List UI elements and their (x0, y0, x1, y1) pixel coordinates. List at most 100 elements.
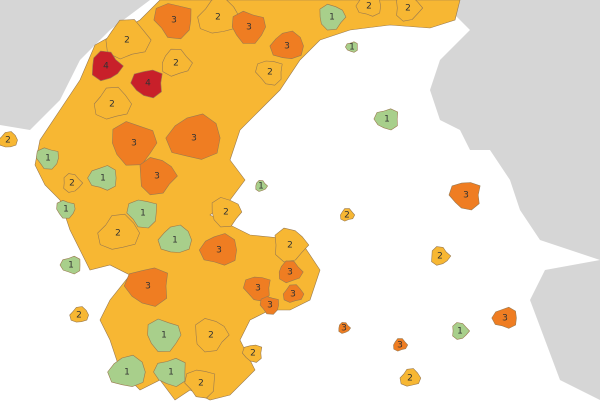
region-level: 1 (161, 331, 167, 341)
neighbour-land (430, 0, 600, 260)
region-level: 2 (76, 311, 82, 321)
region-level: 3 (216, 246, 222, 256)
region (126, 199, 157, 229)
region (59, 255, 81, 275)
region (452, 322, 470, 340)
region (448, 182, 481, 211)
region (123, 267, 168, 307)
region (157, 224, 192, 253)
neighbour-land (530, 260, 600, 400)
region-level: 1 (329, 13, 335, 23)
region (139, 157, 178, 196)
region (255, 180, 268, 192)
region-level: 3 (191, 134, 197, 144)
region-level: 2 (115, 229, 121, 239)
region-level: 2 (407, 374, 413, 384)
region (199, 233, 237, 266)
region-level: 1 (100, 174, 106, 184)
region (211, 197, 243, 228)
region-level: 3 (267, 301, 273, 311)
region (130, 69, 163, 99)
region (393, 338, 409, 352)
region (93, 86, 132, 120)
region-level: 2 (250, 349, 256, 359)
region-level: 2 (287, 241, 293, 251)
region-level: 3 (284, 42, 290, 52)
region (259, 296, 279, 315)
region (0, 131, 18, 148)
region (431, 246, 452, 266)
region (491, 306, 517, 329)
region-level: 2 (366, 2, 372, 12)
region (112, 121, 158, 166)
region-level: 1 (172, 236, 178, 246)
region-level: 2 (69, 179, 75, 189)
region-level: 3 (255, 284, 261, 294)
region-level: 3 (131, 139, 137, 149)
region (396, 0, 424, 22)
region (242, 344, 263, 363)
region (63, 173, 83, 193)
region (278, 260, 304, 284)
region-level: 4 (103, 62, 109, 72)
region (105, 19, 152, 60)
region (107, 354, 146, 387)
region (162, 48, 193, 77)
region-level: 1 (457, 327, 463, 337)
region (195, 318, 230, 353)
region (153, 3, 192, 40)
region (56, 200, 76, 219)
region-level: 3 (397, 341, 403, 351)
region-level: 1 (140, 209, 146, 219)
region (274, 227, 310, 263)
region (338, 322, 351, 334)
region-level: 3 (463, 191, 469, 201)
region-level: 3 (145, 282, 151, 292)
region (255, 60, 283, 86)
region (319, 3, 347, 31)
region (97, 213, 140, 250)
region-level: 3 (341, 324, 347, 334)
region-level: 2 (223, 208, 229, 218)
region (147, 318, 182, 352)
region-level: 3 (154, 172, 160, 182)
region (35, 147, 59, 170)
region-level: 2 (173, 59, 179, 69)
region-level: 1 (258, 182, 264, 192)
neighbour-land (0, 0, 150, 130)
region-level: 2 (124, 36, 130, 46)
region-level: 3 (287, 268, 293, 278)
region-level: 2 (198, 379, 204, 389)
region-level: 3 (246, 23, 252, 33)
region (184, 369, 216, 399)
region-level: 1 (349, 43, 355, 53)
region-level: 4 (145, 79, 151, 89)
region-level: 3 (502, 314, 508, 324)
region-level: 1 (68, 261, 74, 271)
region-level: 1 (384, 115, 390, 125)
region-level: 2 (437, 252, 443, 262)
region-level: 2 (405, 4, 411, 14)
region (197, 0, 240, 34)
region-level: 2 (208, 331, 214, 341)
region-level: 1 (63, 205, 69, 215)
region-level: 3 (290, 290, 296, 300)
region-level: 1 (124, 368, 130, 378)
region-level: 1 (45, 154, 51, 164)
region (355, 0, 381, 17)
region (399, 368, 422, 387)
region-level: 3 (171, 16, 177, 26)
region (165, 113, 221, 160)
region (153, 357, 186, 387)
region (92, 50, 124, 82)
region-level: 2 (109, 100, 115, 110)
region (87, 165, 117, 191)
region (69, 306, 89, 323)
region-level: 2 (215, 13, 221, 23)
region (282, 284, 305, 303)
region (373, 108, 399, 131)
region-level: 2 (5, 136, 11, 146)
